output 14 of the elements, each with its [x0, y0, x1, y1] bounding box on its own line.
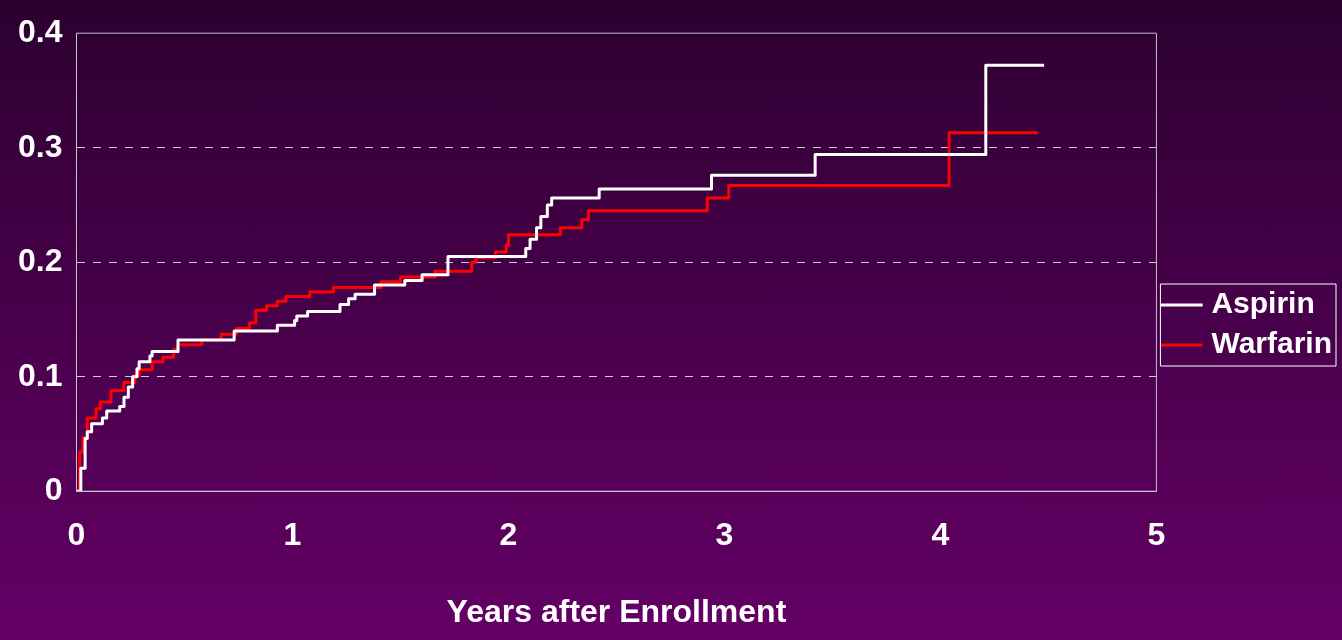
x-axis-title: Years after Enrollment: [446, 592, 787, 629]
legend-label: Warfarin: [1211, 326, 1333, 360]
legend-label: Aspirin: [1211, 286, 1315, 320]
x-tick-label: 1: [283, 516, 302, 553]
y-tick-label: 0.1: [18, 356, 63, 393]
x-tick-label: 4: [931, 516, 950, 553]
x-tick-label: 0: [67, 516, 86, 553]
y-tick-label: 0: [44, 471, 63, 508]
x-tick-label: 2: [499, 516, 518, 553]
x-tick-label: 3: [715, 516, 734, 553]
y-tick-label: 0.3: [18, 127, 63, 164]
y-tick-label: 0.2: [18, 242, 63, 279]
x-tick-label: 5: [1147, 516, 1166, 553]
y-tick-label: 0.4: [18, 13, 63, 50]
